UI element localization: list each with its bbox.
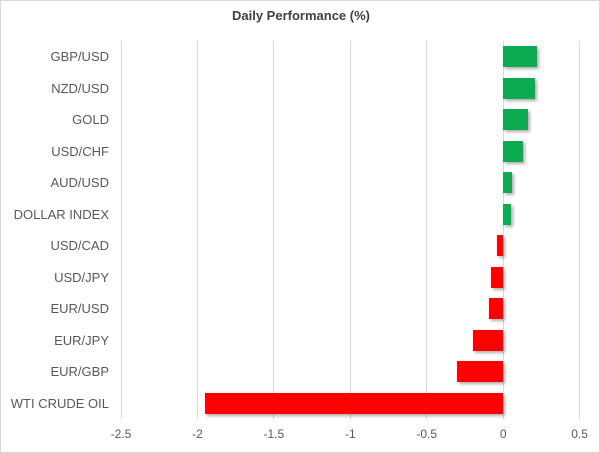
chart-bar — [503, 203, 511, 225]
category-label: USD/CAD — [50, 238, 109, 253]
chart-bar — [497, 235, 504, 257]
category-label: EUR/JPY — [54, 332, 109, 348]
chart-bar — [503, 172, 513, 194]
category-label: DOLLAR INDEX — [13, 206, 109, 222]
chart-bar — [490, 266, 504, 288]
chart-bar — [503, 109, 528, 131]
chart-bar — [472, 329, 504, 351]
x-tick-label: 0 — [499, 427, 507, 441]
chart-bar — [503, 46, 537, 68]
chart-title: Daily Performance (%) — [232, 8, 370, 23]
category-label: USD/CHF — [51, 143, 109, 159]
gridline — [120, 41, 122, 419]
category-label: WTI CRUDE OIL — [10, 395, 109, 411]
chart-bar — [457, 361, 504, 383]
gridline — [579, 41, 581, 419]
x-tick-label: -2.5 — [110, 427, 132, 441]
x-tick-label: -1 — [344, 427, 356, 441]
x-tick-label: 0.5 — [571, 427, 588, 441]
gridline — [349, 41, 351, 419]
category-label: EUR/USD — [50, 301, 109, 316]
gridline — [273, 41, 275, 419]
category-label: GBP/USD — [50, 49, 109, 64]
chart-bar — [489, 298, 504, 320]
gridline — [502, 41, 504, 419]
category-label: AUD/USD — [50, 175, 109, 190]
category-label: USD/JPY — [54, 269, 109, 285]
gridline — [426, 41, 428, 419]
category-label: NZD/USD — [51, 80, 109, 96]
x-tick-label: -1.5 — [263, 427, 285, 441]
chart-bar — [503, 140, 524, 162]
gridline — [196, 41, 198, 419]
category-label: GOLD — [72, 112, 109, 127]
chart-bar — [503, 77, 536, 99]
category-label: EUR/GBP — [50, 364, 109, 379]
x-tick-label: -0.5 — [416, 427, 438, 441]
chart-bar — [205, 392, 504, 414]
x-tick-label: -2 — [192, 427, 203, 441]
